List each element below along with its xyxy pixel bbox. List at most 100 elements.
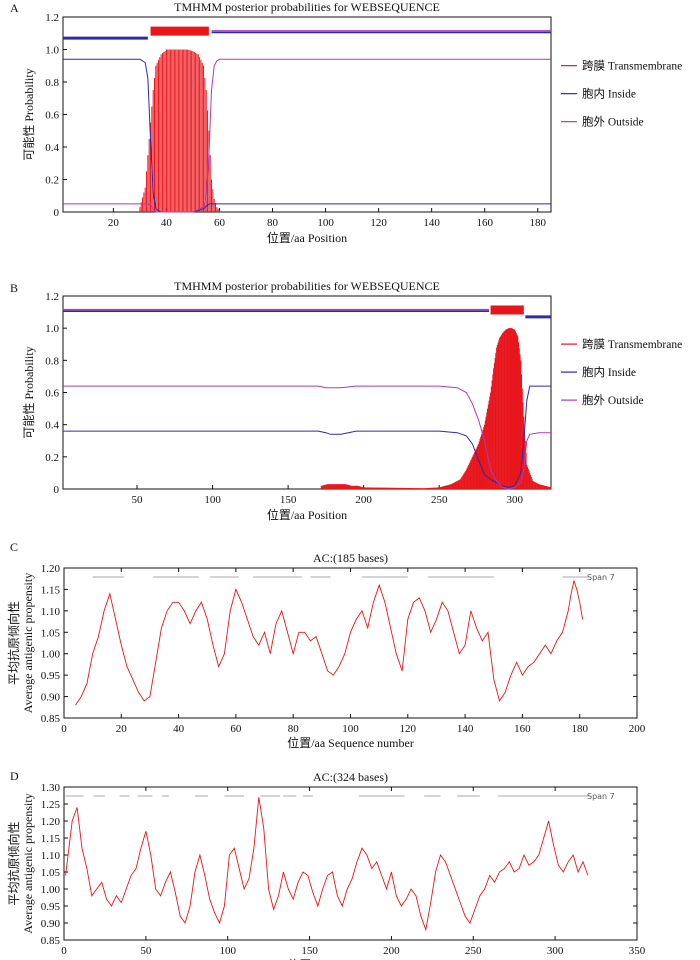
y-tick-label: 0.8 (45, 355, 59, 367)
x-tick-label: 150 (301, 945, 318, 957)
y-tick-label: 0.8 (45, 77, 59, 89)
antigenic-line (65, 797, 589, 932)
y-tick-label: 1.00 (41, 649, 61, 661)
x-tick-label: 100 (219, 945, 236, 957)
x-tick-label: 160 (514, 723, 531, 735)
outside-line (63, 385, 551, 490)
y-tick-label: 1.2 (45, 12, 59, 24)
y-tick-label: 0 (54, 207, 60, 219)
x-tick-label: 50 (132, 494, 144, 506)
x-tick-label: 200 (383, 945, 400, 957)
x-tick-label: 180 (571, 723, 588, 735)
x-tick-label: 350 (629, 945, 646, 957)
x-tick-label: 40 (161, 217, 173, 229)
y-tick-label: 0.2 (45, 452, 59, 464)
x-axis-label: 位置/aa Position (267, 230, 347, 245)
chart-title-b: TMHMM posterior probabilities for WEBSEQ… (174, 279, 440, 293)
panel-label-a: A (10, 1, 19, 15)
y-tick-label: 1.05 (41, 867, 61, 879)
y-tick-label: 0.90 (41, 918, 61, 930)
x-tick-label: 100 (204, 494, 221, 506)
x-tick-label: 60 (214, 217, 226, 229)
y-axis-label-en: Average antigenic propensity (21, 573, 35, 713)
chart-title-c: AC:(185 bases) (313, 551, 388, 565)
y-tick-label: 1.15 (41, 833, 61, 845)
topology-transmembrane (150, 26, 209, 36)
y-tick-label: 0.90 (41, 692, 61, 704)
legend-outside-label: 胞外 Outside (582, 393, 644, 407)
x-tick-label: 120 (400, 723, 417, 735)
chart-title-d: AC:(324 bases) (313, 770, 388, 784)
y-tick-label: 0.85 (41, 713, 61, 725)
span-legend-label: Span 7 (587, 573, 615, 582)
x-tick-label: 40 (173, 723, 185, 735)
x-tick-label: 250 (465, 945, 482, 957)
x-tick-label: 50 (140, 945, 152, 957)
x-tick-label: 80 (288, 723, 300, 735)
y-axis-label: 可能性 Probability (22, 68, 36, 160)
y-tick-label: 0.95 (41, 670, 61, 682)
x-tick-label: 20 (108, 217, 120, 229)
y-axis-label-en: Average antigenic propensity (21, 793, 35, 933)
y-tick-label: 1.20 (41, 816, 61, 828)
x-tick-label: 200 (355, 494, 372, 506)
y-tick-label: 0.6 (45, 388, 59, 400)
y-tick-label: 0.4 (45, 420, 59, 432)
y-tick-label: 1.10 (41, 606, 61, 618)
x-tick-label: 140 (423, 217, 440, 229)
y-tick-label: 1.0 (45, 45, 59, 57)
y-tick-label: 1.00 (41, 884, 61, 896)
inside-line (63, 385, 551, 488)
x-tick-label: 160 (476, 217, 493, 229)
x-tick-label: 140 (457, 723, 474, 735)
panel-label-c: C (10, 540, 18, 554)
x-tick-label: 300 (547, 945, 564, 957)
x-axis-label: 位置/aa Sequence number (287, 735, 414, 750)
panel-label-b: B (10, 281, 18, 295)
x-tick-label: 150 (280, 494, 297, 506)
legend-inside-label: 胞内 Inside (582, 87, 636, 101)
y-tick-label: 1.05 (41, 627, 61, 639)
y-tick-label: 1.2 (45, 291, 59, 303)
y-tick-label: 1.30 (41, 782, 61, 794)
x-tick-label: 0 (61, 945, 67, 957)
x-axis-label: 位置/aa Position (267, 507, 347, 522)
y-tick-label: 0.4 (45, 142, 59, 154)
legend-outside-label: 胞外 Outside (582, 115, 644, 129)
transmembrane-bars (320, 328, 552, 489)
y-tick-label: 0.2 (45, 175, 59, 187)
y-tick-label: 1.15 (41, 584, 61, 596)
legend-transmembrane-label: 跨膜 Transmembrane (582, 337, 682, 351)
x-tick-label: 60 (230, 723, 242, 735)
y-tick-label: 1.0 (45, 323, 59, 335)
y-axis-label-cn: 平均抗原倾向性 (6, 601, 21, 685)
x-tick-label: 180 (529, 217, 546, 229)
legend-transmembrane-label: 跨膜 Transmembrane (582, 59, 682, 73)
x-tick-label: 80 (267, 217, 279, 229)
y-axis-label-cn: 平均抗原倾向性 (6, 821, 21, 905)
panel-label-d: D (10, 769, 19, 783)
y-tick-label: 1.25 (41, 799, 61, 811)
y-tick-label: 0.95 (41, 901, 61, 913)
x-axis-label: 位置/aa Sequence number (287, 957, 414, 960)
transmembrane-bars (139, 49, 220, 212)
y-tick-label: 1.10 (41, 850, 61, 862)
x-tick-label: 0 (61, 723, 67, 735)
x-tick-label: 120 (370, 217, 387, 229)
plot-frame (63, 786, 638, 941)
y-tick-label: 0.85 (41, 935, 61, 947)
x-tick-label: 100 (342, 723, 359, 735)
topology-transmembrane (490, 305, 524, 315)
y-axis-label: 可能性 Probability (22, 346, 36, 438)
y-tick-label: 1.20 (41, 563, 61, 575)
x-tick-label: 300 (506, 494, 523, 506)
plot-frame (62, 16, 552, 213)
chart-title-a: TMHMM posterior probabilities for WEBSEQ… (174, 0, 440, 14)
outside-line (63, 58, 551, 213)
y-tick-label: 0 (54, 484, 60, 496)
inside-line (63, 58, 551, 213)
x-tick-label: 250 (431, 494, 448, 506)
x-tick-label: 100 (317, 217, 334, 229)
legend-inside-label: 胞内 Inside (582, 365, 636, 379)
